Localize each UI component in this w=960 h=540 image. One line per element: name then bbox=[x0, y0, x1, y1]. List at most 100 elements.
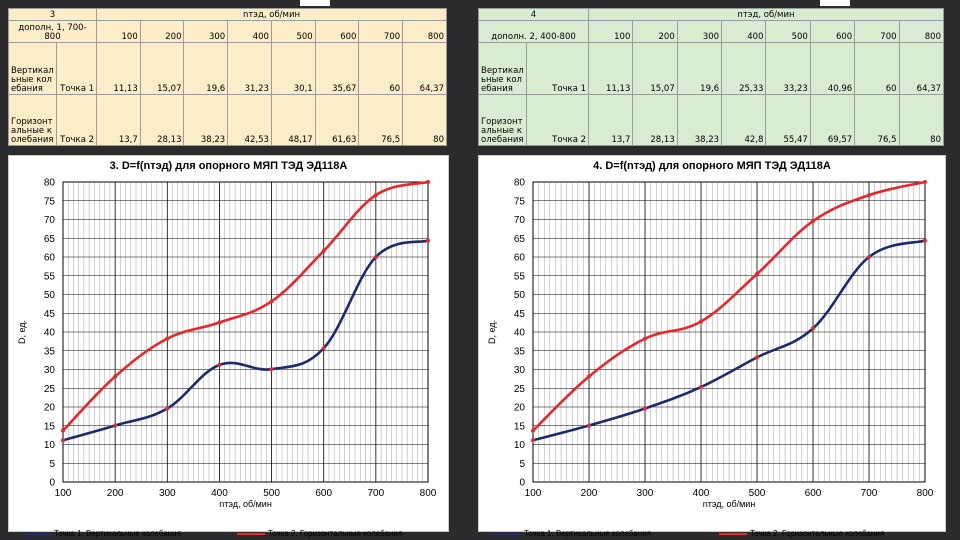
x-tick-label: 700 bbox=[861, 488, 878, 499]
y-tick-label: 25 bbox=[514, 384, 526, 395]
y-tick-label: 20 bbox=[514, 403, 526, 414]
value-cell: 48,17 bbox=[270, 93, 316, 146]
legend-item-series-2: Точка 2. Горизонтальные колебания bbox=[719, 529, 884, 538]
data-point bbox=[923, 238, 927, 243]
row-point: Точка 1 bbox=[55, 42, 98, 95]
data-point bbox=[321, 248, 326, 253]
y-tick-label: 15 bbox=[514, 421, 526, 432]
row-label: Вертикальные колебания bbox=[478, 42, 527, 95]
data-point bbox=[426, 180, 430, 184]
data-point bbox=[269, 299, 274, 304]
value-cell: 30,1 bbox=[270, 42, 316, 95]
y-tick-label: 30 bbox=[514, 365, 526, 376]
y-tick-label: 60 bbox=[44, 253, 56, 264]
plot-area: 0 5 10 15 20 25 30 35 40 45 50 55 60 65 70 75 80 100 200 30… bbox=[487, 178, 934, 510]
data-point bbox=[165, 336, 170, 341]
value-cell: 80 bbox=[402, 93, 447, 146]
x-tick-label: 600 bbox=[315, 488, 332, 499]
data-table-3: 3 nтэд, об/мин дополн. 1, 700-800 100 20… bbox=[7, 8, 447, 146]
y-tick-label: 45 bbox=[44, 309, 56, 320]
value-cell: 60 bbox=[854, 42, 900, 95]
y-tick-label: 80 bbox=[514, 178, 526, 189]
table-subheader: дополн. 2, 400-800 bbox=[477, 20, 590, 43]
legend-item-series-1: Точка 1. Вертикальные колебания bbox=[493, 529, 651, 538]
value-cell: 33,23 bbox=[765, 42, 811, 95]
value-cell: 13,7 bbox=[588, 93, 634, 146]
data-point bbox=[755, 355, 759, 360]
data-point bbox=[587, 374, 591, 379]
speed-cell: 800 bbox=[898, 20, 945, 43]
plot-area: 0 5 10 15 20 25 30 35 40 45 50 55 60 65 70 75 80 100 200 30… bbox=[17, 178, 437, 510]
y-tick-label: 0 bbox=[519, 478, 525, 489]
legend-swatch bbox=[493, 532, 521, 535]
x-tick-label: 100 bbox=[55, 488, 72, 499]
data-point bbox=[699, 385, 703, 390]
data-point bbox=[587, 423, 591, 428]
y-tick-label: 75 bbox=[514, 196, 526, 207]
y-tick-label: 35 bbox=[44, 346, 56, 357]
legend-swatch bbox=[23, 532, 51, 535]
data-point bbox=[61, 428, 65, 433]
y-tick-label: 60 bbox=[514, 253, 526, 264]
value-cell: 15,07 bbox=[632, 42, 678, 95]
y-axis-label: D, ед. bbox=[17, 320, 27, 344]
data-point bbox=[217, 362, 222, 367]
speed-cell: 300 bbox=[676, 20, 723, 43]
value-cell: 28,13 bbox=[139, 93, 185, 146]
x-tick-label: 600 bbox=[805, 488, 822, 499]
speed-cell: 600 bbox=[314, 20, 360, 43]
legend-swatch bbox=[719, 532, 747, 535]
value-cell: 15,07 bbox=[139, 42, 185, 95]
value-cell: 64,37 bbox=[402, 42, 447, 95]
value-cell: 19,6 bbox=[676, 42, 723, 95]
y-tick-label: 25 bbox=[44, 384, 56, 395]
data-table-4: 4 nтэд, об/мин дополн. 2, 400-800 100 20… bbox=[477, 8, 945, 146]
y-tick-label: 65 bbox=[44, 234, 56, 245]
x-axis-label: nтэд, об/мин bbox=[219, 499, 272, 509]
speed-cell: 200 bbox=[632, 20, 678, 43]
y-tick-label: 50 bbox=[44, 290, 56, 301]
value-cell: 69,57 bbox=[809, 93, 856, 146]
data-point bbox=[643, 336, 647, 341]
series-line-1 bbox=[62, 239, 429, 442]
series-line-1 bbox=[532, 239, 926, 442]
x-tick-label: 300 bbox=[159, 488, 176, 499]
y-tick-label: 5 bbox=[49, 459, 55, 470]
y-tick-label: 70 bbox=[44, 215, 56, 226]
x-tick-label: 400 bbox=[211, 488, 228, 499]
speed-cell: 600 bbox=[809, 20, 856, 43]
x-tick-label: 700 bbox=[368, 488, 385, 499]
x-tick-label: 500 bbox=[263, 488, 280, 499]
value-cell: 19,6 bbox=[183, 42, 229, 95]
speed-cell: 800 bbox=[402, 20, 447, 43]
data-point bbox=[373, 255, 378, 259]
value-cell: 76,5 bbox=[854, 93, 900, 146]
table-header-speed: nтэд, об/мин bbox=[96, 8, 447, 21]
y-tick-label: 5 bbox=[519, 459, 525, 470]
y-tick-label: 65 bbox=[514, 234, 526, 245]
value-cell: 55,47 bbox=[765, 93, 811, 146]
speed-cell: 300 bbox=[183, 20, 229, 43]
legend-label: Точка 2. Горизонтальные колебания bbox=[750, 529, 885, 538]
value-cell: 60 bbox=[358, 42, 404, 95]
table-number: 4 bbox=[477, 8, 590, 21]
legend-swatch bbox=[237, 532, 265, 535]
value-cell: 80 bbox=[898, 93, 945, 146]
chart-4: 4. D=f(nтэд) для опорного МЯП ТЭД ЭД118А… bbox=[478, 155, 946, 538]
row-point: Точка 2 bbox=[525, 93, 590, 146]
chart-title: 3. D=f(nтэд) для опорного МЯП ТЭД ЭД118А bbox=[109, 160, 348, 172]
speed-cell: 100 bbox=[96, 20, 141, 43]
data-point bbox=[923, 180, 927, 184]
legend-label: Точка 1. Вертикальные колебания bbox=[54, 529, 181, 538]
chart-3-plot: 0 5 10 15 20 25 30 35 40 45 50 55 60 65 70 75 80 100 200 30… bbox=[17, 178, 437, 510]
y-tick-label: 10 bbox=[44, 440, 56, 451]
data-point bbox=[61, 438, 65, 443]
chart-3: 3. D=f(nтэд) для опорного МЯП ТЭД ЭД118А… bbox=[8, 155, 449, 538]
speed-cell: 400 bbox=[721, 20, 767, 43]
row-label: Горизонтальные колебания bbox=[478, 93, 527, 146]
value-cell: 64,37 bbox=[898, 42, 945, 95]
speed-cell: 700 bbox=[854, 20, 900, 43]
y-tick-label: 30 bbox=[44, 365, 56, 376]
speed-cell: 500 bbox=[270, 20, 316, 43]
series-line-2 bbox=[532, 180, 926, 432]
